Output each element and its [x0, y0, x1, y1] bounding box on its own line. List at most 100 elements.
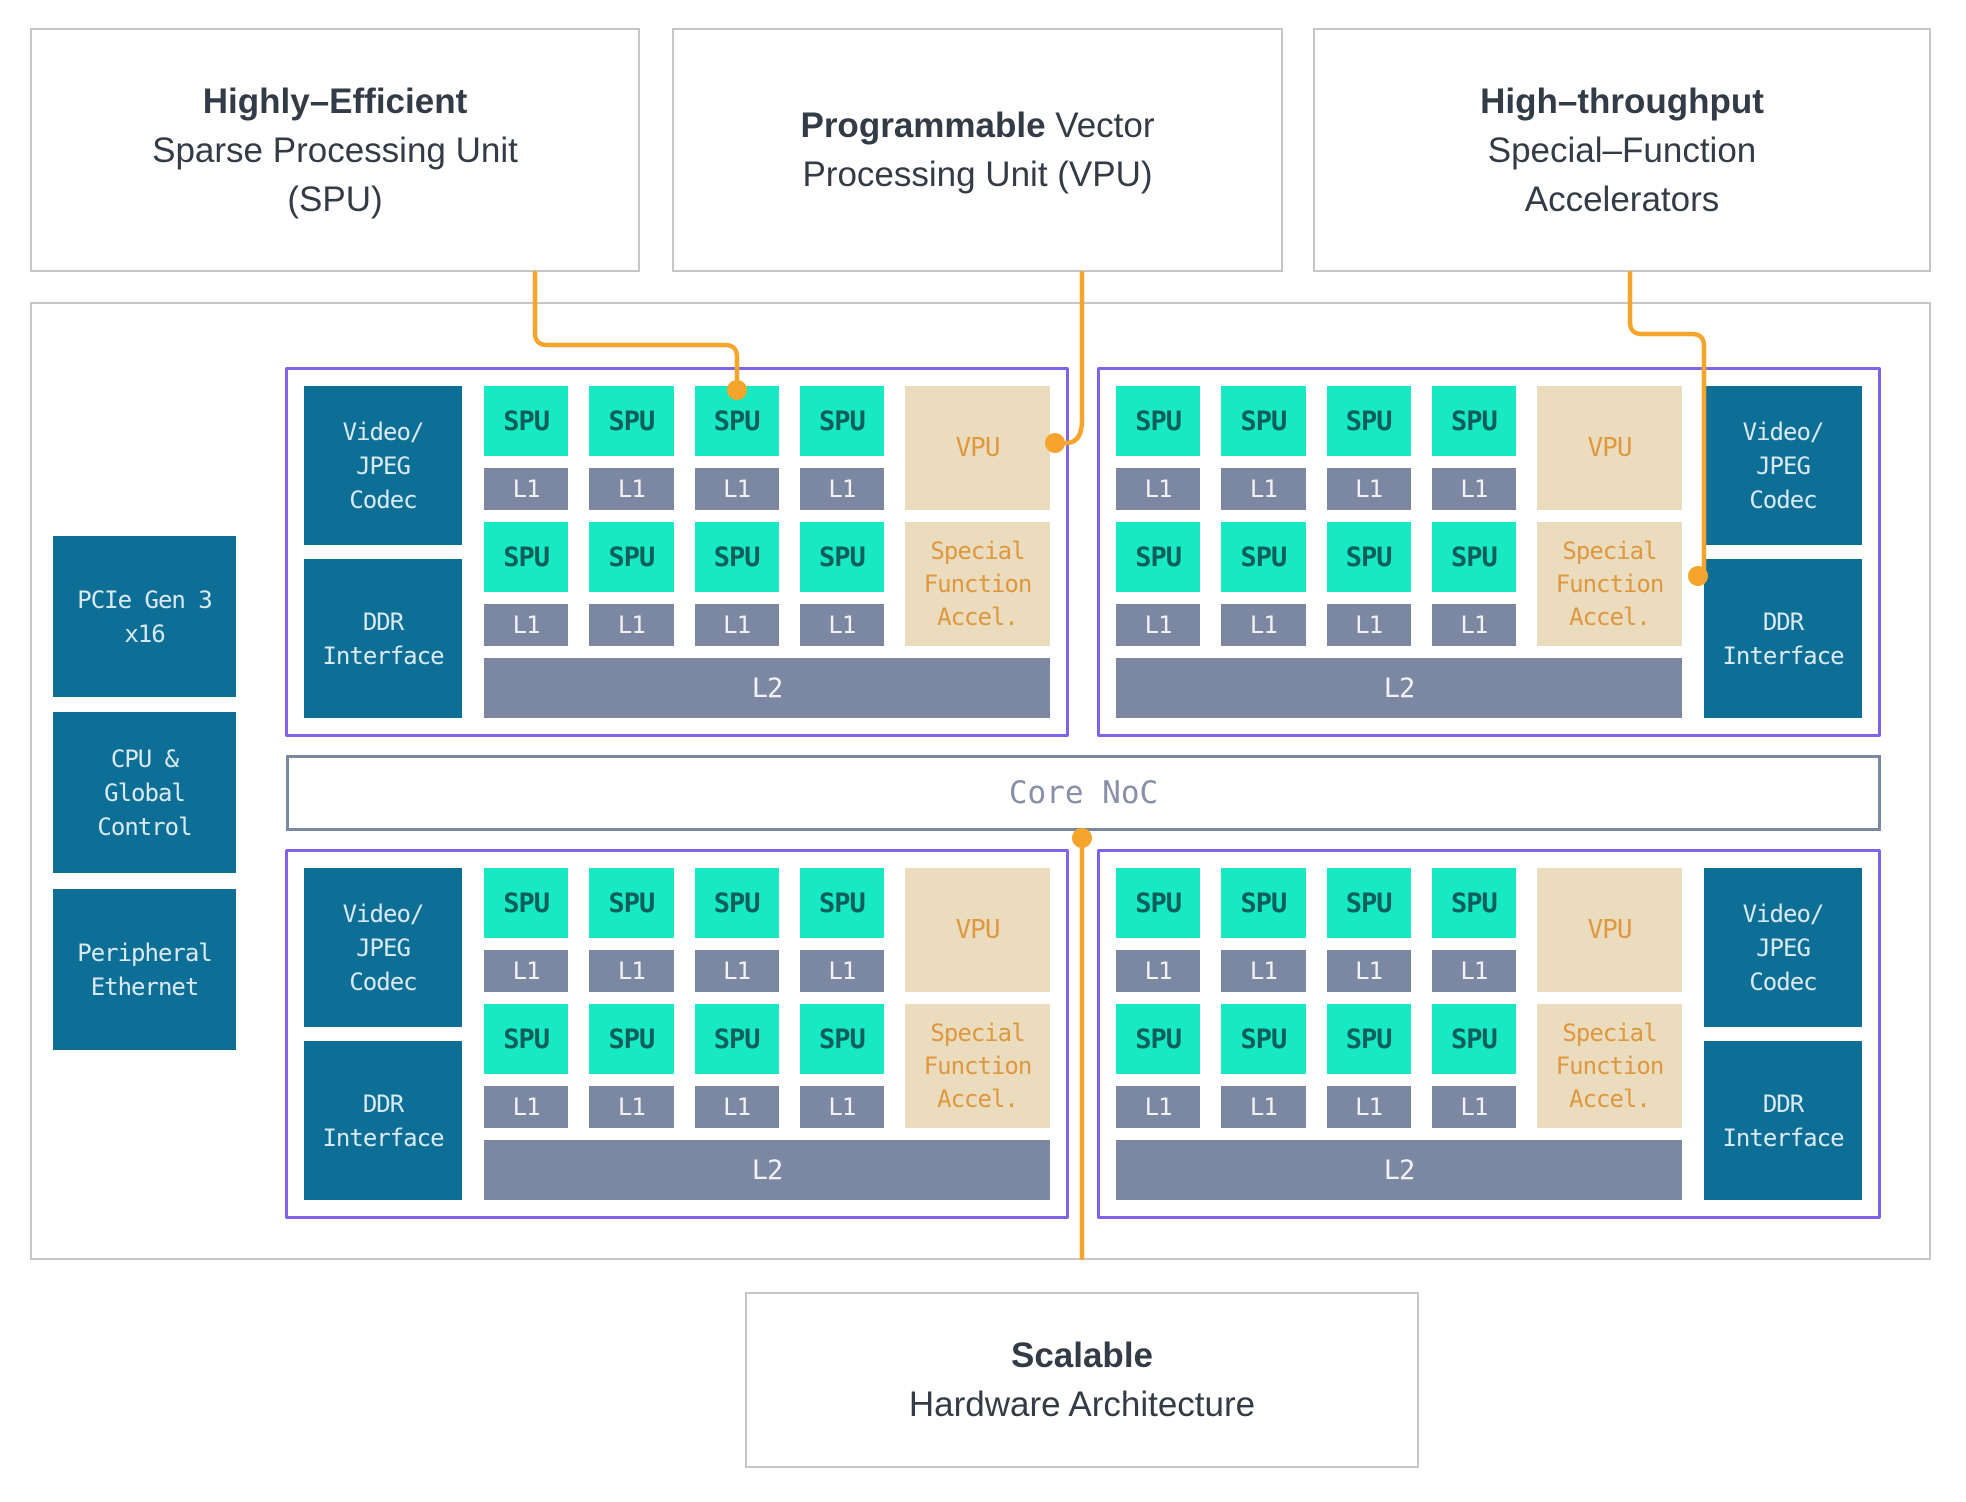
spu-block: SPU: [589, 1004, 674, 1074]
spu-block: SPU: [1221, 386, 1306, 456]
l1-cache-block: L1: [1221, 468, 1306, 510]
l1-cache-block: L1: [589, 468, 674, 510]
spu-block: SPU: [799, 1004, 884, 1074]
l1-cache-block: L1: [799, 468, 884, 510]
l1-cache-block: L1: [1116, 468, 1201, 510]
l1-cache-block: L1: [1221, 1086, 1306, 1128]
spu-block: SPU: [1431, 386, 1516, 456]
cluster-inner: Video/ JPEG Codec DDR Interface SPU SPU …: [288, 370, 1066, 734]
cluster-io-column: Video/ JPEG Codec DDR Interface: [304, 868, 462, 1200]
special-function-accel-block: Special Function Accel.: [1537, 522, 1682, 646]
callout-accelerators-text: High–throughput Special–Function Acceler…: [1480, 77, 1764, 224]
l1-cache-block: L1: [1326, 604, 1411, 646]
spu-block: SPU: [589, 386, 674, 456]
cluster-bottom-right: Video/ JPEG Codec DDR Interface SPU SPU …: [1097, 849, 1881, 1219]
spu-block: SPU: [1116, 1004, 1201, 1074]
spu-block: SPU: [694, 522, 779, 592]
callout-accelerators: High–throughput Special–Function Acceler…: [1313, 28, 1931, 272]
spu-block: SPU: [1326, 1004, 1411, 1074]
callout-accelerators-title-normal: Special–Function Accelerators: [1487, 130, 1757, 219]
spu-block: SPU: [1431, 522, 1516, 592]
l1-cache-block: L1: [589, 1086, 674, 1128]
vpu-block: VPU: [1537, 386, 1682, 510]
video-jpeg-codec-block: Video/ JPEG Codec: [304, 386, 462, 545]
l1-cache-block: L1: [799, 604, 884, 646]
spu-block: SPU: [1326, 386, 1411, 456]
video-jpeg-codec-block: Video/ JPEG Codec: [1704, 868, 1862, 1027]
callout-accelerators-title-bold: High–throughput: [1480, 81, 1764, 121]
l1-cache-block: L1: [1221, 950, 1306, 992]
cluster-inner: Video/ JPEG Codec DDR Interface SPU SPU …: [1100, 852, 1878, 1216]
l1-cache-block: L1: [694, 1086, 779, 1128]
core-noc-bar: Core NoC: [286, 755, 1881, 831]
spu-block: SPU: [1431, 868, 1516, 938]
cluster-inner: Video/ JPEG Codec DDR Interface SPU SPU …: [288, 852, 1066, 1216]
pcie-block: PCIe Gen 3 x16: [53, 536, 236, 697]
special-function-accel-block: Special Function Accel.: [905, 1004, 1050, 1128]
cluster-io-column: Video/ JPEG Codec DDR Interface: [304, 386, 462, 718]
special-function-accel-block: Special Function Accel.: [1537, 1004, 1682, 1128]
l1-cache-block: L1: [484, 468, 569, 510]
scalable-title-bold: Scalable: [1010, 1336, 1154, 1375]
spu-block: SPU: [1221, 1004, 1306, 1074]
l1-cache-block: L1: [1326, 468, 1411, 510]
vpu-block: VPU: [905, 386, 1050, 510]
scalable-title-normal: Hardware Architecture: [908, 1385, 1256, 1424]
spu-block: SPU: [1326, 868, 1411, 938]
cpu-global-control-block: CPU & Global Control: [53, 712, 236, 873]
spu-block: SPU: [1221, 522, 1306, 592]
callout-vpu: Programmable Vector Processing Unit (VPU…: [672, 28, 1283, 272]
l1-cache-block: L1: [799, 950, 884, 992]
spu-block: SPU: [799, 868, 884, 938]
spu-block: SPU: [694, 386, 779, 456]
l1-cache-block: L1: [1431, 950, 1516, 992]
l1-cache-block: L1: [694, 468, 779, 510]
ddr-interface-block: DDR Interface: [1704, 1041, 1862, 1200]
cluster-io-column: Video/ JPEG Codec DDR Interface: [1704, 868, 1862, 1200]
cluster-inner: Video/ JPEG Codec DDR Interface SPU SPU …: [1100, 370, 1878, 734]
scalable-architecture-box: Scalable Hardware Architecture: [745, 1292, 1419, 1468]
l1-cache-block: L1: [1116, 950, 1201, 992]
spu-block: SPU: [1116, 868, 1201, 938]
l1-cache-block: L1: [484, 950, 569, 992]
scalable-architecture-text: Scalable Hardware Architecture: [909, 1331, 1255, 1429]
callout-vpu-text: Programmable Vector Processing Unit (VPU…: [800, 101, 1154, 199]
spu-block: SPU: [799, 386, 884, 456]
callout-spu-text: Highly–Efficient Sparse Processing Unit …: [152, 77, 518, 224]
spu-block: SPU: [1326, 522, 1411, 592]
spu-block: SPU: [484, 386, 569, 456]
callout-vpu-title-bold: Programmable: [800, 106, 1046, 145]
l1-cache-block: L1: [1431, 468, 1516, 510]
vpu-block: VPU: [905, 868, 1050, 992]
cluster-bottom-left: Video/ JPEG Codec DDR Interface SPU SPU …: [285, 849, 1069, 1219]
cluster-core-grid: SPU SPU SPU SPU VPU L1 L1 L1 L1 SPU SPU …: [1116, 386, 1682, 718]
spu-block: SPU: [1431, 1004, 1516, 1074]
l2-cache-block: L2: [1116, 1140, 1682, 1200]
l1-cache-block: L1: [484, 604, 569, 646]
callout-vpu-title-normal: Vector Processing Unit (VPU): [802, 106, 1155, 194]
l1-cache-block: L1: [1116, 1086, 1201, 1128]
video-jpeg-codec-block: Video/ JPEG Codec: [304, 868, 462, 1027]
callout-spu-title-bold: Highly–Efficient: [202, 81, 468, 121]
spu-block: SPU: [1116, 522, 1201, 592]
vpu-block: VPU: [1537, 868, 1682, 992]
l1-cache-block: L1: [1431, 604, 1516, 646]
l1-cache-block: L1: [1116, 604, 1201, 646]
cluster-top-right: Video/ JPEG Codec DDR Interface SPU SPU …: [1097, 367, 1881, 737]
spu-block: SPU: [799, 522, 884, 592]
l1-cache-block: L1: [589, 604, 674, 646]
l1-cache-block: L1: [694, 604, 779, 646]
callout-spu: Highly–Efficient Sparse Processing Unit …: [30, 28, 640, 272]
spu-block: SPU: [694, 868, 779, 938]
special-function-accel-block: Special Function Accel.: [905, 522, 1050, 646]
cluster-core-grid: SPU SPU SPU SPU VPU L1 L1 L1 L1 SPU SPU …: [1116, 868, 1682, 1200]
l1-cache-block: L1: [1431, 1086, 1516, 1128]
l2-cache-block: L2: [484, 1140, 1050, 1200]
l2-cache-block: L2: [484, 658, 1050, 718]
ddr-interface-block: DDR Interface: [304, 1041, 462, 1200]
spu-block: SPU: [484, 522, 569, 592]
l1-cache-block: L1: [1221, 604, 1306, 646]
cluster-top-left: Video/ JPEG Codec DDR Interface SPU SPU …: [285, 367, 1069, 737]
l1-cache-block: L1: [589, 950, 674, 992]
